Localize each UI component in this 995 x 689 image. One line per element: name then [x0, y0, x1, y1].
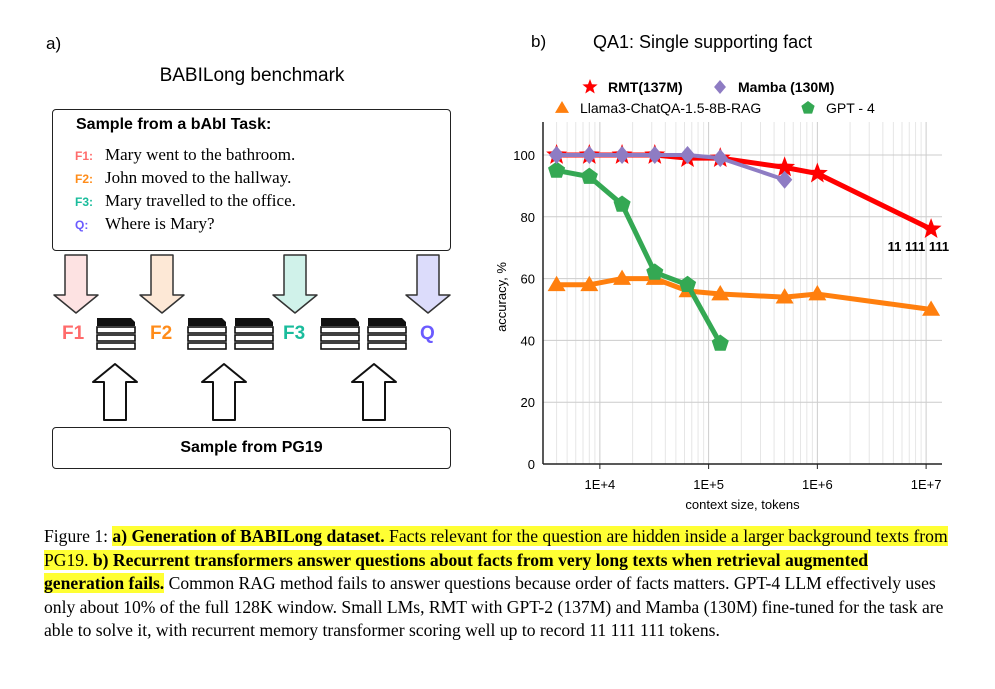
- x-tick-label: 1E+5: [693, 477, 724, 492]
- data-point: [775, 288, 794, 304]
- panel-b-title: QA1: Single supporting fact: [593, 32, 813, 52]
- fact-tag: F1:: [75, 149, 93, 163]
- data-point: [679, 146, 696, 164]
- y-tick-label: 0: [528, 457, 535, 472]
- data-point: [922, 300, 941, 316]
- x-tick-label: 1E+4: [584, 477, 615, 492]
- data-point: [548, 146, 565, 164]
- seq-label-q: Q: [420, 323, 435, 344]
- legend-marker: [582, 79, 598, 94]
- legend-marker: [801, 101, 815, 114]
- fact-text: Where is Mary?: [105, 214, 215, 233]
- panel-a-label: a): [46, 34, 62, 53]
- legend-marker: [714, 80, 726, 94]
- fact-q: Q: Where is Mary?: [75, 214, 215, 234]
- fact-tag: Q:: [75, 218, 89, 232]
- fact-text: Mary went to the bathroom.: [105, 145, 296, 164]
- legend-label: Llama3-ChatQA-1.5-8B-RAG: [580, 100, 761, 116]
- legend-label: GPT - 4: [826, 100, 875, 116]
- figure-caption: Figure 1: a) Generation of BABILong data…: [44, 525, 949, 643]
- x-tick-label: 1E+6: [802, 477, 833, 492]
- babi-task-box: Sample from a bAbI Task: F1: Mary went to…: [52, 109, 451, 251]
- y-axis-label: accuracy, %: [494, 262, 509, 332]
- data-point: [774, 156, 796, 177]
- data-point: [808, 285, 827, 301]
- x-tick-label: 1E+7: [911, 477, 942, 492]
- fact-tag: F2:: [75, 172, 93, 186]
- caption-prefix: Figure 1:: [44, 526, 113, 546]
- fact-f3: F3: Mary travelled to the office.: [75, 191, 296, 211]
- panel-a-title: BABILong benchmark: [159, 65, 345, 86]
- legend-marker: [555, 101, 569, 113]
- data-point: [678, 275, 697, 293]
- pg19-box: Sample from PG19: [52, 427, 451, 469]
- data-point: [581, 146, 597, 164]
- accuracy-chart: 0 20 40 60 80 100 1E+4 1E+5 1E+6 1E+7 context size…: [494, 79, 949, 512]
- panel-b-label: b): [531, 32, 547, 51]
- data-point: [548, 161, 566, 178]
- data-point: [580, 167, 598, 184]
- fact-text: Mary travelled to the office.: [105, 191, 296, 210]
- data-point: [613, 269, 632, 285]
- seq-label-f2: F2: [150, 323, 173, 344]
- y-tick-label: 20: [521, 395, 535, 410]
- legend-label: Mamba (130M): [738, 79, 834, 95]
- data-point: [647, 146, 663, 164]
- data-point: [920, 218, 942, 239]
- series-line: [556, 276, 932, 312]
- fact-text: John moved to the hallway.: [105, 168, 292, 187]
- caption-rest: Common RAG method fails to answer questi…: [44, 573, 944, 641]
- y-tick-label: 60: [521, 272, 535, 287]
- task-box-heading: Sample from a bAbI Task:: [76, 116, 272, 133]
- data-point: [646, 263, 664, 280]
- fact-f2: F2: John moved to the hallway.: [75, 168, 291, 188]
- series-pentagon: [556, 167, 723, 345]
- data-point: [711, 334, 729, 351]
- data-point: [547, 275, 566, 292]
- caption-a-bold: a) Generation of BABILong dataset.: [112, 526, 385, 546]
- seq-label-f1: F1: [62, 323, 85, 344]
- data-point: [806, 162, 828, 183]
- fact-tag: F3:: [75, 195, 93, 209]
- y-tick-label: 80: [521, 210, 535, 225]
- series-triangle: [556, 276, 932, 312]
- data-point: [712, 149, 728, 168]
- data-point: [776, 170, 793, 189]
- data-point: [580, 275, 599, 292]
- data-point: [711, 285, 730, 301]
- legend-label: RMT(137M): [608, 79, 683, 95]
- y-tick-label: 100: [513, 148, 535, 163]
- fact-f1: F1: Mary went to the bathroom.: [75, 145, 295, 165]
- data-point: [614, 146, 630, 164]
- data-point: [613, 195, 631, 212]
- series-line: [556, 167, 723, 345]
- x-axis-label: context size, tokens: [685, 497, 800, 512]
- y-tick-label: 40: [521, 333, 535, 348]
- seq-label-f3: F3: [283, 323, 306, 344]
- annotation-label: 11 111 111: [888, 239, 949, 254]
